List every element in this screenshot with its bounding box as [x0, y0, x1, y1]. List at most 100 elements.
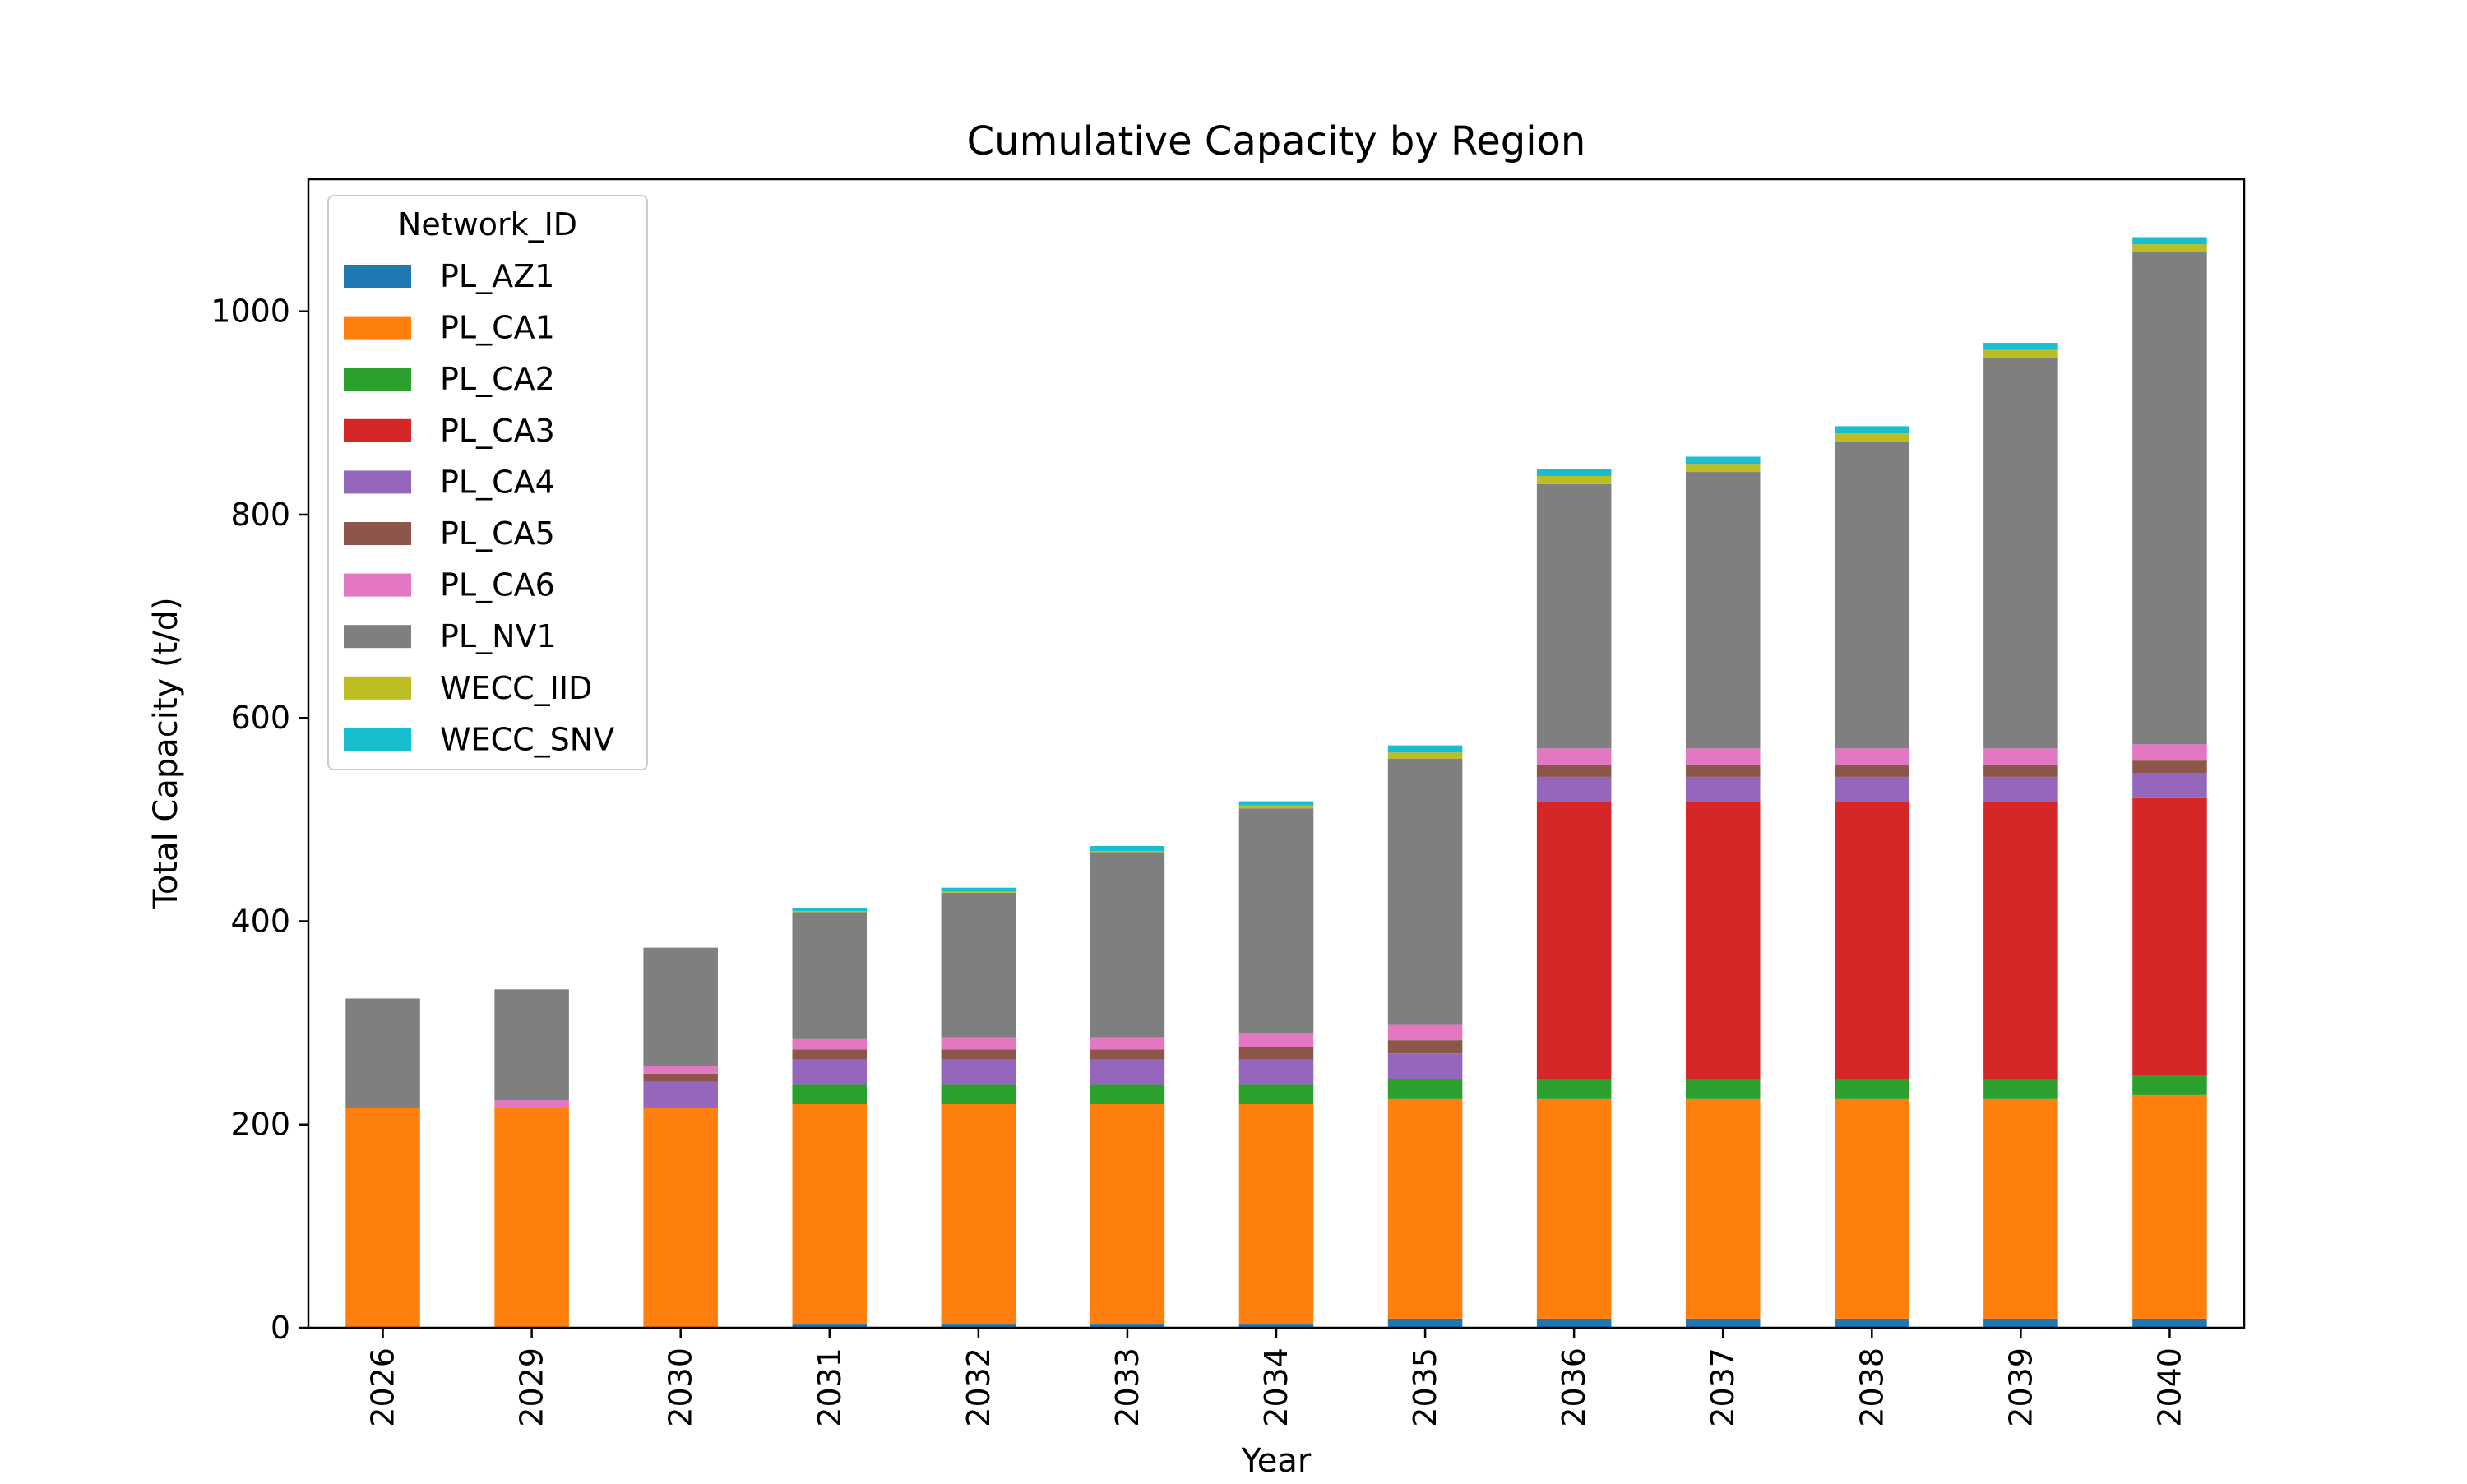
legend-swatch-pl_ca4 [344, 470, 411, 494]
legend-title: Network_ID [398, 206, 577, 243]
chart-title: Cumulative Capacity by Region [967, 118, 1586, 164]
x-tick-label: 2038 [1854, 1348, 1890, 1427]
bar-pl_ca6-2035 [1387, 1024, 1463, 1041]
bar-pl_ca2-2032 [941, 1084, 1016, 1105]
bar-wecc_snv-2032 [941, 887, 1016, 892]
bar-pl_ca1-2026 [345, 1107, 420, 1328]
bar-pl_ca1-2037 [1685, 1098, 1761, 1319]
bar-pl_ca4-2035 [1387, 1053, 1463, 1079]
bar-wecc_snv-2034 [1238, 801, 1314, 806]
bar-pl_ca1-2035 [1387, 1098, 1463, 1319]
bar-pl_ca1-2033 [1090, 1104, 1165, 1325]
bar-pl_ca3-2037 [1685, 802, 1761, 1079]
legend-label-pl_ca2: PL_CA2 [440, 361, 555, 397]
bar-pl_ca5-2032 [941, 1049, 1016, 1060]
bar-pl_ca6-2034 [1238, 1033, 1314, 1047]
bar-pl_ca4-2040 [2132, 772, 2207, 798]
bar-wecc_iid-2031 [792, 911, 868, 913]
bar-pl_nv1-2039 [1983, 358, 2058, 749]
x-tick-label: 2037 [1705, 1348, 1741, 1427]
bar-pl_nv1-2040 [2132, 252, 2207, 745]
bar-wecc_snv-2035 [1387, 745, 1463, 753]
bar-pl_az1-2035 [1387, 1318, 1463, 1328]
y-tick-label: 600 [230, 700, 290, 736]
x-axis-label: Year [1241, 1442, 1312, 1480]
bar-pl_ca2-2039 [1983, 1079, 2058, 1099]
bar-wecc_iid-2037 [1685, 464, 1761, 473]
y-axis: 0 200 400 600 800 1000 [211, 294, 308, 1346]
bar-wecc_snv-2031 [792, 908, 868, 912]
bar-pl_ca5-2037 [1685, 765, 1761, 777]
bar-pl_ca4-2036 [1536, 776, 1612, 802]
bar-pl_az1-2039 [1983, 1318, 2058, 1328]
bar-wecc_snv-2033 [1090, 846, 1165, 852]
bar-wecc_snv-2036 [1536, 469, 1612, 476]
bar-pl_ca4-2037 [1685, 776, 1761, 802]
y-tick-label: 1000 [211, 294, 290, 330]
x-tick-label: 2031 [812, 1348, 848, 1427]
x-tick-label: 2033 [1109, 1348, 1146, 1427]
bar-pl_ca6-2031 [792, 1038, 868, 1050]
legend-items: PL_AZ1 PL_CA1 PL_CA2 PL_CA3 PL_CA4 PL_CA5 PL_C… [344, 258, 614, 757]
bar-pl_ca5-2033 [1090, 1049, 1165, 1060]
bar-pl_nv1-2036 [1536, 483, 1612, 749]
bar-pl_ca6-2033 [1090, 1037, 1165, 1050]
y-tick-label: 800 [230, 497, 290, 533]
bar-pl_ca5-2038 [1835, 765, 1909, 777]
bar-pl_ca6-2036 [1536, 748, 1612, 765]
bar-pl_nv1-2033 [1090, 852, 1165, 1038]
bar-pl_ca5-2034 [1238, 1047, 1314, 1060]
legend-swatch-pl_ca6 [344, 573, 411, 597]
bar-pl_ca6-2037 [1685, 748, 1761, 765]
bar-pl_ca2-2031 [792, 1084, 868, 1105]
bar-pl_ca2-2034 [1238, 1084, 1314, 1105]
x-tick-label: 2029 [514, 1348, 550, 1427]
bar-pl_nv1-2029 [494, 989, 569, 1101]
bar-wecc_iid-2040 [2132, 244, 2207, 253]
bar-pl_ca4-2038 [1835, 776, 1909, 802]
bar-pl_nv1-2038 [1835, 441, 1909, 749]
bar-wecc_iid-2039 [1983, 349, 2058, 358]
legend-swatch-pl_ca1 [344, 316, 411, 340]
x-tick-label: 2039 [2002, 1348, 2039, 1427]
legend-swatch-pl_ca5 [344, 522, 411, 545]
bar-pl_ca4-2030 [643, 1081, 718, 1108]
bar-pl_az1-2034 [1238, 1324, 1314, 1328]
bar-wecc_iid-2032 [941, 891, 1016, 893]
legend-label-pl_nv1: PL_NV1 [440, 618, 557, 654]
bar-pl_az1-2038 [1835, 1318, 1909, 1328]
legend-swatch-pl_ca2 [344, 368, 411, 391]
bar-pl_ca5-2031 [792, 1049, 868, 1060]
bar-pl_ca6-2030 [643, 1066, 718, 1074]
legend-label-pl_ca4: PL_CA4 [440, 464, 555, 500]
bar-wecc_snv-2038 [1835, 426, 1909, 434]
bar-pl_ca2-2040 [2132, 1075, 2207, 1095]
y-tick-label: 200 [230, 1107, 290, 1143]
bar-pl_ca1-2029 [494, 1107, 569, 1328]
bar-pl_ca6-2040 [2132, 744, 2207, 761]
bar-pl_az1-2033 [1090, 1324, 1165, 1328]
bar-pl_ca3-2036 [1536, 802, 1612, 1079]
bar-pl_az1-2031 [792, 1324, 868, 1328]
bar-pl_ca1-2036 [1536, 1098, 1612, 1319]
legend: Network_ID PL_AZ1 PL_CA1 PL_CA2 PL_CA3 PL_CA… [327, 195, 648, 770]
bar-pl_ca2-2036 [1536, 1079, 1612, 1099]
bar-pl_ca5-2040 [2132, 760, 2207, 773]
bar-wecc_snv-2039 [1983, 343, 2058, 350]
legend-swatch-wecc_iid [344, 676, 411, 700]
legend-label-pl_ca3: PL_CA3 [440, 413, 555, 449]
bar-pl_ca4-2032 [941, 1059, 1016, 1085]
bar-pl_ca3-2039 [1983, 802, 2058, 1079]
bar-pl_nv1-2032 [941, 892, 1016, 1038]
bar-pl_ca5-2036 [1536, 765, 1612, 777]
bar-pl_ca2-2038 [1835, 1079, 1909, 1099]
bar-pl_ca5-2030 [643, 1073, 718, 1082]
x-axis: 2026 2029 2030 2031 2032 2033 2034 2035 2036 2037… [365, 1328, 2187, 1427]
bar-pl_ca1-2038 [1835, 1098, 1909, 1319]
bar-pl_az1-2032 [941, 1324, 1016, 1328]
bar-wecc_iid-2034 [1238, 805, 1314, 809]
legend-label-wecc_iid: WECC_IID [440, 670, 592, 706]
legend-label-pl_ca6: PL_CA6 [440, 567, 555, 603]
bar-pl_ca4-2033 [1090, 1059, 1165, 1085]
